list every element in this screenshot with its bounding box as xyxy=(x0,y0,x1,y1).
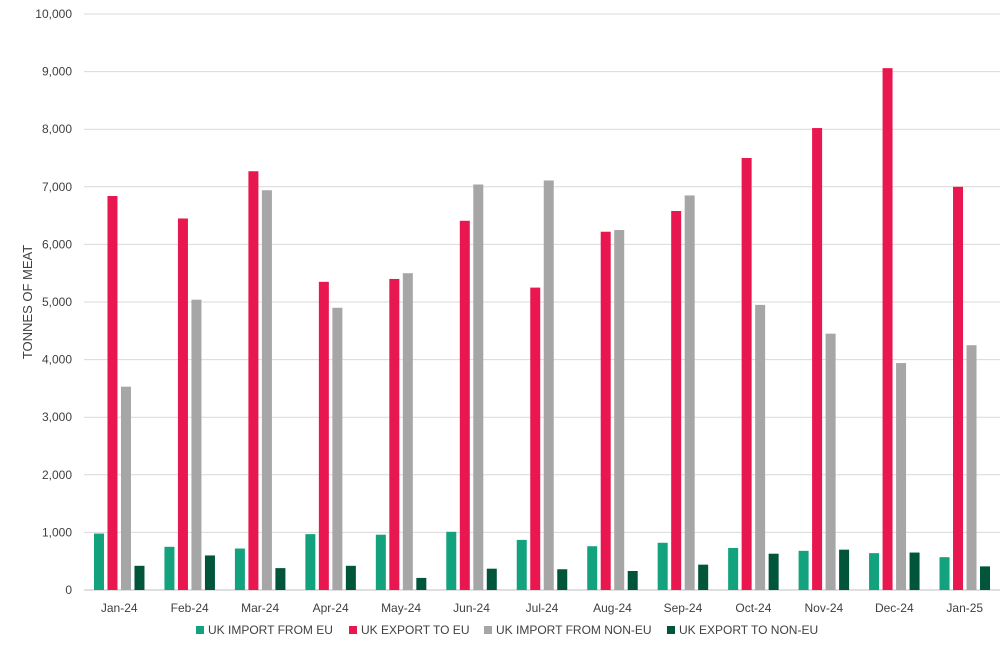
bar-uk-import-from-eu-feb-24 xyxy=(164,546,175,590)
y-tick-label: 1,000 xyxy=(42,525,72,539)
legend-label: UK EXPORT TO NON-EU xyxy=(679,623,818,637)
bar-uk-export-to-non-eu-jan-25 xyxy=(980,566,991,590)
bar-uk-import-from-non-eu-jun-24 xyxy=(473,184,484,590)
bar-uk-export-to-eu-may-24 xyxy=(389,278,400,590)
bar-uk-import-from-eu-jun-24 xyxy=(446,531,457,590)
bar-uk-import-from-non-eu-apr-24 xyxy=(332,307,343,590)
bar-uk-import-from-eu-sep-24 xyxy=(657,542,668,590)
y-tick-label: 7,000 xyxy=(42,180,72,194)
bar-uk-import-from-non-eu-aug-24 xyxy=(614,230,625,590)
y-tick-label: 8,000 xyxy=(42,122,72,136)
x-tick-label: Aug-24 xyxy=(593,601,632,615)
x-tick-label: Dec-24 xyxy=(875,601,914,615)
bar-uk-export-to-eu-sep-24 xyxy=(671,210,682,590)
x-tick-label: Jan-25 xyxy=(946,601,983,615)
x-tick-label: Mar-24 xyxy=(241,601,279,615)
bar-uk-export-to-eu-dec-24 xyxy=(882,68,893,591)
bar-uk-export-to-eu-jul-24 xyxy=(530,287,541,590)
bar-uk-import-from-eu-apr-24 xyxy=(305,534,316,590)
bar-uk-export-to-non-eu-dec-24 xyxy=(909,552,920,590)
y-tick-label: 6,000 xyxy=(42,237,72,251)
bar-uk-import-from-eu-oct-24 xyxy=(728,547,739,590)
legend-label: UK EXPORT TO EU xyxy=(361,623,469,637)
bar-uk-import-from-non-eu-jul-24 xyxy=(543,180,554,591)
bar-uk-import-from-eu-jul-24 xyxy=(516,539,527,590)
bar-uk-export-to-eu-nov-24 xyxy=(812,128,823,590)
legend-swatch xyxy=(484,626,492,634)
bar-uk-export-to-non-eu-mar-24 xyxy=(275,568,286,590)
x-tick-label: Nov-24 xyxy=(805,601,844,615)
x-tick-label: Apr-24 xyxy=(313,601,349,615)
bar-uk-import-from-eu-aug-24 xyxy=(587,546,598,590)
x-tick-label: Jan-24 xyxy=(101,601,138,615)
bar-uk-import-from-non-eu-may-24 xyxy=(402,273,413,590)
bar-uk-import-from-non-eu-oct-24 xyxy=(755,304,766,590)
bar-uk-import-from-eu-jan-25 xyxy=(939,557,950,590)
y-tick-label: 5,000 xyxy=(42,295,72,309)
bar-uk-export-to-eu-mar-24 xyxy=(248,171,259,591)
bar-uk-export-to-non-eu-apr-24 xyxy=(345,565,356,590)
bar-uk-export-to-non-eu-oct-24 xyxy=(768,553,779,590)
bar-uk-import-from-non-eu-jan-25 xyxy=(966,345,977,590)
bar-uk-export-to-non-eu-jun-24 xyxy=(486,568,497,590)
bars xyxy=(93,68,991,591)
x-tick-label: Jun-24 xyxy=(453,601,490,615)
y-axis-title: TONNES OF MEAT xyxy=(20,245,35,359)
bar-uk-export-to-eu-jan-24 xyxy=(107,196,118,591)
bar-uk-import-from-non-eu-feb-24 xyxy=(191,299,202,590)
bar-uk-export-to-eu-jun-24 xyxy=(459,220,470,590)
bar-uk-export-to-eu-aug-24 xyxy=(600,231,611,590)
x-axis-ticks: Jan-24 Feb-24 Mar-24 Apr-24 May-24 Jun-24 Jul-… xyxy=(101,601,984,615)
bar-uk-export-to-non-eu-feb-24 xyxy=(204,555,215,590)
x-tick-label: Oct-24 xyxy=(735,601,771,615)
x-tick-label: Feb-24 xyxy=(171,601,209,615)
bar-uk-import-from-eu-dec-24 xyxy=(869,553,880,590)
bar-uk-export-to-non-eu-aug-24 xyxy=(627,570,638,590)
bar-uk-import-from-non-eu-sep-24 xyxy=(684,195,695,590)
y-tick-label: 2,000 xyxy=(42,468,72,482)
legend-swatch xyxy=(667,626,675,634)
legend-label: UK IMPORT FROM NON-EU xyxy=(496,623,652,637)
bar-uk-export-to-eu-feb-24 xyxy=(177,218,188,591)
bar-uk-export-to-non-eu-may-24 xyxy=(416,577,427,590)
legend-item-uk-export-to-non-eu: UK EXPORT TO NON-EU xyxy=(667,623,818,637)
bar-uk-import-from-non-eu-nov-24 xyxy=(825,333,836,590)
legend: UK IMPORT FROM EU UK EXPORT TO EU UK IMPOR… xyxy=(196,623,818,637)
bar-uk-export-to-eu-oct-24 xyxy=(741,158,752,590)
y-tick-label: 4,000 xyxy=(42,353,72,367)
x-tick-label: May-24 xyxy=(381,601,421,615)
x-tick-label: Sep-24 xyxy=(664,601,703,615)
bar-uk-import-from-eu-jan-24 xyxy=(93,533,104,590)
bar-uk-import-from-eu-nov-24 xyxy=(798,550,809,590)
bar-uk-export-to-non-eu-jul-24 xyxy=(557,569,568,590)
bar-uk-export-to-non-eu-sep-24 xyxy=(698,564,709,590)
bar-uk-export-to-non-eu-nov-24 xyxy=(839,549,850,590)
bar-uk-export-to-eu-apr-24 xyxy=(318,281,329,590)
y-axis-ticks: 0 1,000 2,000 3,000 4,000 5,000 6,000 7,000 8,00… xyxy=(35,7,72,597)
legend-item-uk-import-from-non-eu: UK IMPORT FROM NON-EU xyxy=(484,623,652,637)
legend-swatch xyxy=(349,626,357,634)
x-tick-label: Jul-24 xyxy=(526,601,559,615)
bar-uk-import-from-eu-may-24 xyxy=(375,534,386,590)
y-tick-label: 10,000 xyxy=(35,7,72,21)
bar-uk-import-from-eu-mar-24 xyxy=(234,548,245,590)
bar-uk-export-to-non-eu-jan-24 xyxy=(134,565,145,590)
bar-uk-import-from-non-eu-mar-24 xyxy=(261,190,272,591)
legend-swatch xyxy=(196,626,204,634)
bar-uk-import-from-non-eu-dec-24 xyxy=(896,363,907,590)
gridlines xyxy=(84,13,1000,591)
legend-item-uk-export-to-eu: UK EXPORT TO EU xyxy=(349,623,469,637)
y-tick-label: 3,000 xyxy=(42,410,72,424)
bar-uk-export-to-eu-jan-25 xyxy=(953,186,964,591)
legend-label: UK IMPORT FROM EU xyxy=(208,623,333,637)
bar-uk-import-from-non-eu-jan-24 xyxy=(120,386,131,590)
legend-item-uk-import-from-eu: UK IMPORT FROM EU xyxy=(196,623,333,637)
y-tick-label: 9,000 xyxy=(42,65,72,79)
y-tick-label: 0 xyxy=(65,583,72,597)
